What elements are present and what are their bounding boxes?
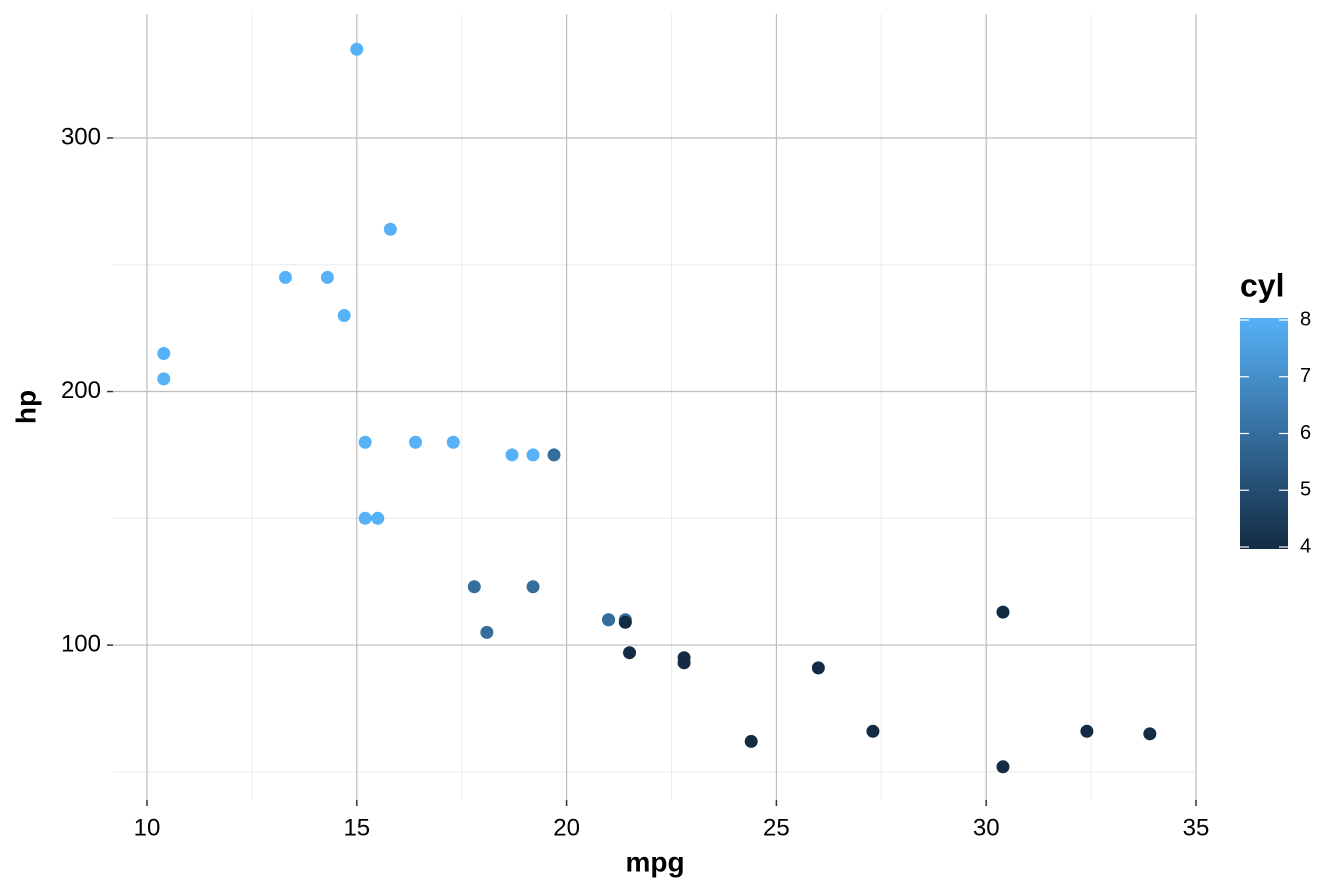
point [157, 347, 171, 361]
y-tick-label: 300 [61, 123, 101, 150]
point [744, 734, 758, 748]
x-tick-label: 15 [343, 814, 370, 841]
x-tick-label: 20 [553, 814, 580, 841]
y-tick-label: 100 [61, 630, 101, 657]
legend-tick-label: 5 [1300, 479, 1311, 501]
point [337, 308, 351, 322]
point [350, 42, 364, 56]
point [371, 511, 385, 525]
point [320, 270, 334, 284]
point [602, 613, 616, 627]
y-axis-label: hp [10, 390, 41, 424]
point [996, 605, 1010, 619]
point [526, 580, 540, 594]
point [618, 615, 632, 629]
point [1143, 727, 1157, 741]
point [1080, 724, 1094, 738]
legend-tick-label: 4 [1300, 535, 1311, 557]
point [505, 448, 519, 462]
point [811, 661, 825, 675]
x-axis-label: mpg [625, 846, 684, 877]
point [446, 435, 460, 449]
legend-title: cyl [1240, 267, 1284, 303]
point [547, 448, 561, 462]
point [866, 724, 880, 738]
point [526, 448, 540, 462]
legend-tick-label: 7 [1300, 365, 1311, 387]
point [358, 511, 372, 525]
point [157, 372, 171, 386]
x-tick-label: 35 [1183, 814, 1210, 841]
point [383, 222, 397, 236]
point [278, 270, 292, 284]
x-tick-label: 25 [763, 814, 790, 841]
point [480, 625, 494, 639]
point [996, 760, 1010, 774]
point [409, 435, 423, 449]
legend-tick-label: 6 [1300, 422, 1311, 444]
point [623, 646, 637, 660]
legend-tick-label: 8 [1300, 308, 1311, 330]
point [467, 580, 481, 594]
x-tick-label: 10 [134, 814, 161, 841]
x-tick-label: 30 [973, 814, 1000, 841]
point [677, 651, 691, 665]
point [358, 435, 372, 449]
y-tick-label: 200 [61, 377, 101, 404]
